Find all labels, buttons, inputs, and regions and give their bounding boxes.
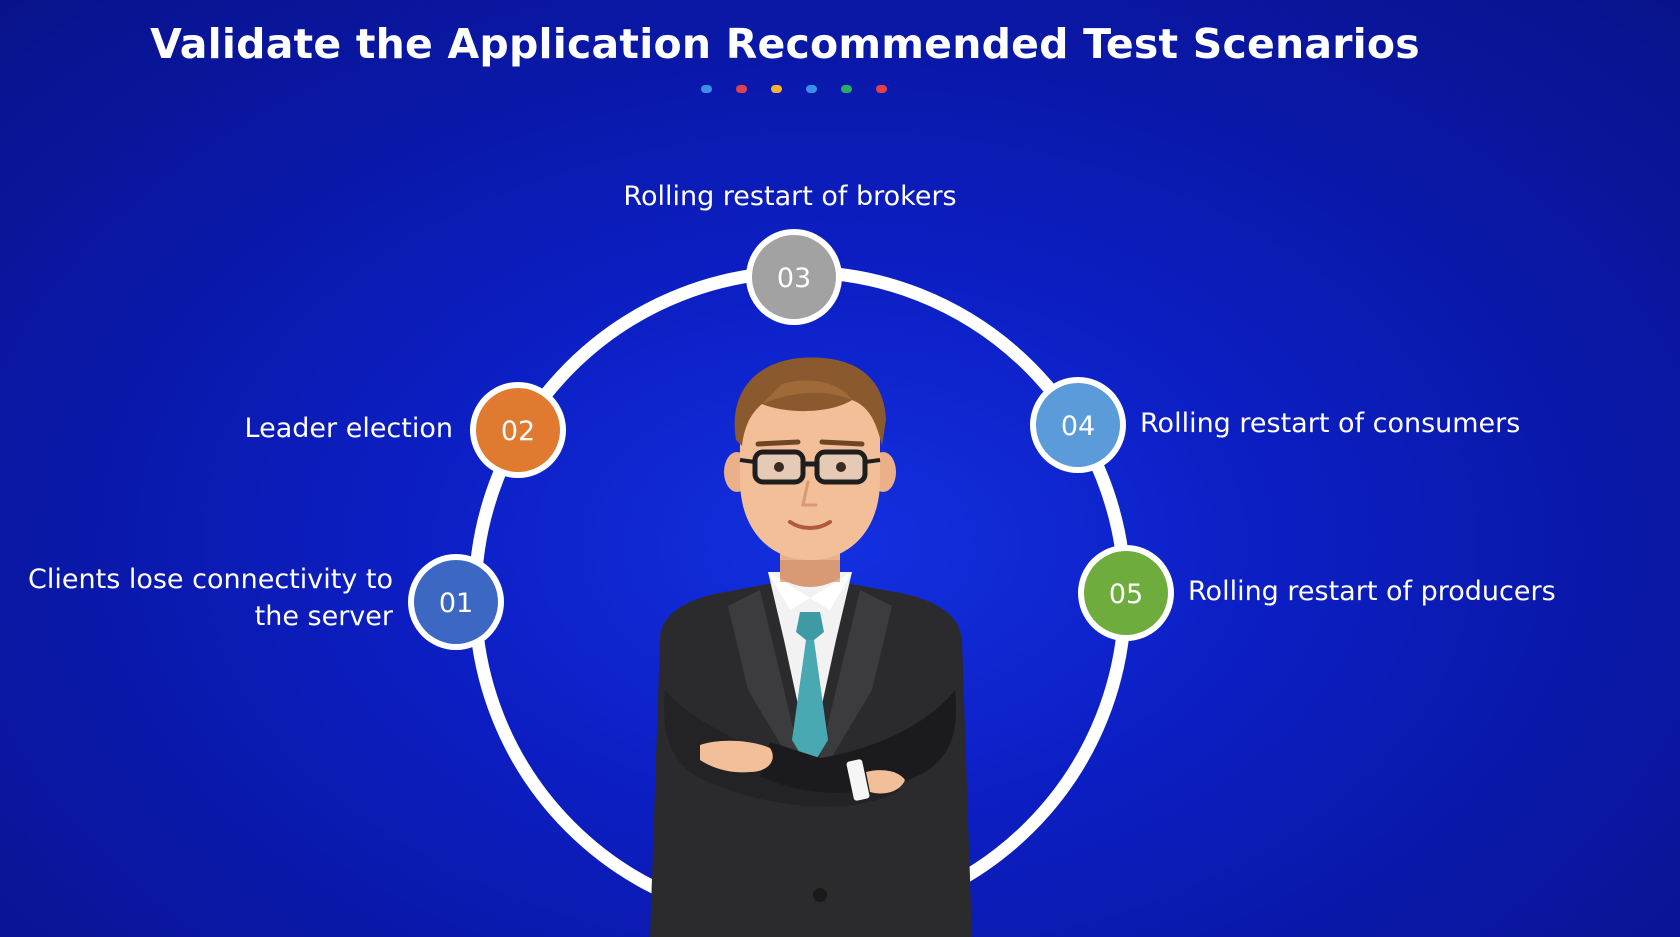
accent-dot (736, 85, 747, 93)
node-02-number: 02 (501, 416, 535, 447)
node-05-number: 05 (1109, 579, 1143, 610)
accent-dot (841, 85, 852, 93)
node-05: 05 (1078, 545, 1174, 641)
node-05-disc (1084, 551, 1168, 635)
slide-title: Validate the Application Recommended Tes… (150, 20, 1420, 68)
node-02-disc (476, 388, 560, 472)
node-01-number: 01 (439, 588, 473, 619)
businessman-illustration (650, 357, 972, 937)
node-02-label: Leader election (244, 413, 453, 444)
node-01-label: Clients lose connectivity to the server (28, 564, 393, 632)
node-04: 04 (1030, 377, 1126, 473)
accent-dot (876, 85, 887, 93)
node-04-disc (1036, 383, 1120, 467)
accent-dot (771, 85, 782, 93)
accent-dot (701, 85, 712, 93)
node-03: 03 (746, 229, 842, 325)
node-04-number: 04 (1061, 411, 1095, 442)
node-03-disc (752, 235, 836, 319)
node-05-label: Rolling restart of producers (1188, 576, 1556, 607)
accent-dot (806, 85, 817, 93)
node-03-label: Rolling restart of brokers (623, 181, 957, 212)
node-03-number: 03 (777, 263, 811, 294)
node-02: 02 (470, 382, 566, 478)
node-01: 01 (408, 554, 504, 650)
node-04-label: Rolling restart of consumers (1140, 408, 1521, 439)
node-01-disc (414, 560, 498, 644)
title-accent-dots (701, 85, 887, 95)
